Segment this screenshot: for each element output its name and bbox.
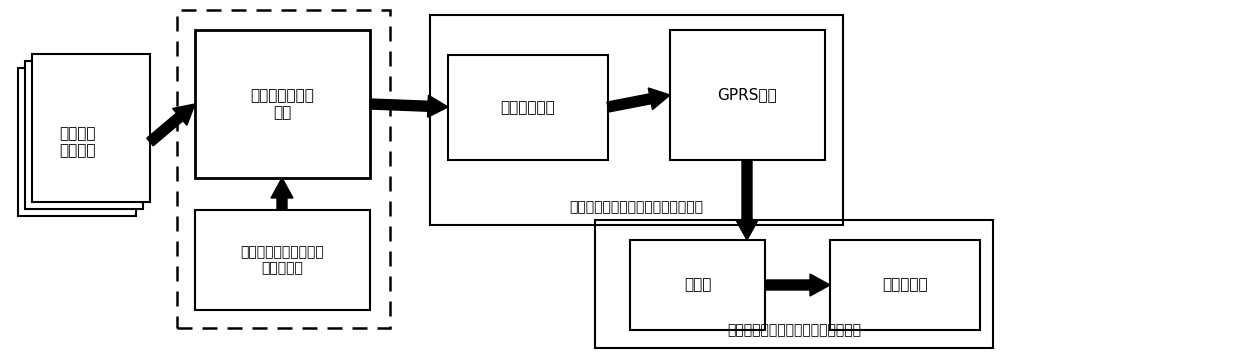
Text: 服务器: 服务器 — [683, 277, 712, 293]
Polygon shape — [608, 88, 670, 112]
Bar — [32, 54, 150, 202]
Text: 车载监测单元: 车载监测单元 — [501, 100, 556, 115]
Bar — [195, 30, 370, 178]
Text: 监测客户端: 监测客户端 — [882, 277, 928, 293]
Bar — [830, 240, 980, 330]
Bar — [430, 15, 843, 225]
Bar — [448, 55, 608, 160]
Bar — [177, 10, 391, 328]
Text: GPRS模块: GPRS模块 — [718, 88, 777, 103]
Bar — [19, 68, 136, 216]
Bar — [195, 210, 370, 310]
Text: 机车信号远程监控系统（地面设备）: 机车信号远程监控系统（地面设备） — [727, 323, 861, 337]
Text: 机车信号车载记
录器: 机车信号车载记 录器 — [250, 88, 315, 120]
Polygon shape — [146, 104, 195, 146]
Polygon shape — [370, 95, 448, 117]
Text: 机车信号远程监控系统（车载设备）: 机车信号远程监控系统（车载设备） — [569, 200, 703, 214]
Bar — [595, 220, 993, 348]
Text: 列车运行
相关数据: 列车运行 相关数据 — [58, 126, 95, 158]
Text: 无绝缘轨道电路道碴电
阻测量模块: 无绝缘轨道电路道碴电 阻测量模块 — [241, 245, 325, 275]
Bar — [630, 240, 765, 330]
Polygon shape — [765, 274, 830, 296]
Polygon shape — [272, 178, 293, 210]
Bar — [670, 30, 825, 160]
Polygon shape — [737, 160, 758, 240]
Bar — [25, 61, 143, 209]
